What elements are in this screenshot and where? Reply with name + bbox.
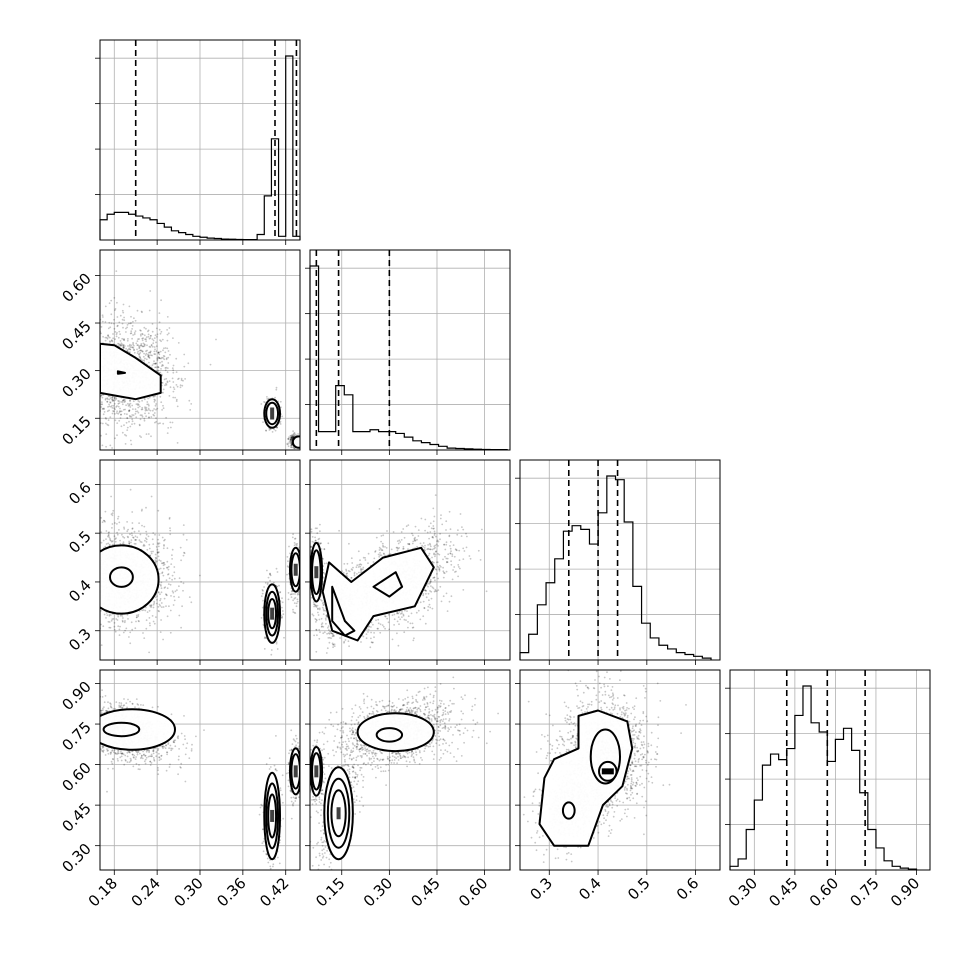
contour-inner (331, 585, 356, 637)
x-tick-label: 0.15 (312, 874, 348, 910)
scatter-panel-0-2: 0.3 0.4 0.5 0.6 (65, 459, 301, 665)
scatter-panel-0-3: 0.18 0.24 0.30 0.36 0.420.300.450.600.750.90 (58, 669, 301, 910)
x-tick-label: 0.30 (360, 874, 396, 910)
histogram-step-2 (519, 475, 712, 660)
contour-outer (100, 544, 160, 615)
contour-outer (356, 712, 435, 753)
density-peak (270, 407, 275, 420)
density-peak (293, 765, 298, 778)
contour-inner (375, 727, 404, 743)
scatter-panel-0-1: 0.15 0.30 0.45 0.60 (58, 249, 301, 455)
y-tick-label: 0.45 (58, 799, 94, 835)
density-peak-core (601, 768, 614, 775)
contour-inner (372, 571, 404, 598)
x-tick-label: 0.18 (85, 874, 121, 910)
density-peak (598, 760, 618, 782)
contour-ring (265, 782, 280, 850)
histogram-panel-3: 0.30 0.45 0.60 0.75 0.90 (725, 669, 931, 910)
y-tick-label: 0.75 (58, 718, 94, 754)
contour-outer (321, 546, 435, 642)
x-tick-label: 0.42 (256, 874, 292, 910)
x-tick-label: 0.60 (455, 874, 491, 910)
panel-frame (729, 669, 931, 871)
histogram-panel-0 (95, 39, 301, 245)
panel-frame (99, 39, 301, 241)
scatter-points-1-3 (310, 676, 499, 870)
contour-outer (100, 342, 162, 401)
x-tick-label: 0.75 (846, 874, 882, 910)
y-tick-label: 0.60 (58, 759, 94, 795)
x-tick-label: 0.45 (765, 874, 801, 910)
x-tick-label: 0.30 (725, 874, 761, 910)
panel-frame (309, 669, 511, 871)
scatter-points-0-1 (100, 270, 300, 450)
histogram-panel-1 (305, 249, 511, 455)
density-peak (314, 566, 319, 579)
y-tick-label: 0.15 (58, 412, 94, 448)
x-tick-label: 0.90 (887, 874, 923, 910)
scatter-panel-1-2 (305, 459, 511, 665)
contour-outer (291, 435, 300, 449)
panel-frame (519, 459, 721, 661)
contour-ring (267, 793, 278, 839)
scatter-panel-1-3: 0.15 0.30 0.45 0.60 (305, 669, 511, 910)
x-tick-label: 0.24 (128, 874, 164, 910)
y-tick-label: 0.5 (65, 527, 95, 557)
scatter-points-0-2 (100, 488, 300, 656)
contour-ring (265, 401, 280, 426)
density-peak (270, 809, 275, 822)
density-peak (336, 807, 341, 820)
y-tick-label: 0.6 (65, 478, 95, 508)
x-tick-label: 0.3 (526, 874, 556, 904)
contour-ring (589, 728, 621, 785)
y-tick-label: 0.45 (58, 317, 94, 353)
x-tick-label: 0.6 (673, 874, 703, 904)
y-tick-label: 0.30 (58, 365, 94, 401)
contour-ring (311, 752, 322, 791)
panel-frame (309, 249, 511, 451)
y-tick-label: 0.4 (65, 576, 95, 606)
scatter-points-0-3 (100, 689, 300, 870)
panel-frame (99, 459, 301, 661)
x-tick-label: 0.60 (806, 874, 842, 910)
density-peak (314, 765, 319, 778)
contour-outer (538, 709, 634, 847)
histogram-panel-2 (515, 459, 721, 665)
contour-ring (290, 753, 300, 790)
contour-ring (265, 590, 280, 637)
contour-outer (100, 708, 176, 751)
x-tick-label: 0.4 (575, 874, 605, 904)
scatter-panel-2-3: 0.3 0.4 0.5 0.6 (515, 669, 721, 904)
histogram-step-3 (729, 685, 918, 870)
y-tick-label: 0.3 (65, 625, 95, 655)
x-tick-label: 0.45 (407, 874, 443, 910)
contour-ring (290, 552, 300, 588)
contour-outer (561, 801, 576, 820)
contour-inner (102, 721, 141, 738)
y-tick-label: 0.60 (58, 269, 94, 305)
contour-ring (330, 789, 347, 838)
panel-frame (99, 669, 301, 871)
contour-ring (326, 777, 351, 849)
histogram-step-1 (309, 265, 508, 451)
x-tick-label: 0.30 (170, 874, 206, 910)
panel-frame (99, 249, 301, 451)
x-tick-label: 0.5 (624, 874, 654, 904)
x-tick-label: 0.36 (213, 874, 249, 910)
contour-ring (267, 598, 278, 630)
panel-frame (519, 669, 721, 871)
density-peak (270, 607, 275, 620)
panel-frame (309, 459, 511, 661)
scatter-points-2-3 (522, 670, 687, 863)
density-peak (293, 563, 298, 576)
scatter-points-1-2 (310, 494, 488, 654)
y-tick-label: 0.90 (58, 678, 94, 714)
y-tick-label: 0.30 (58, 840, 94, 876)
contour-ring (311, 549, 322, 596)
contour-inner (109, 566, 134, 588)
contour-inner (116, 370, 126, 375)
